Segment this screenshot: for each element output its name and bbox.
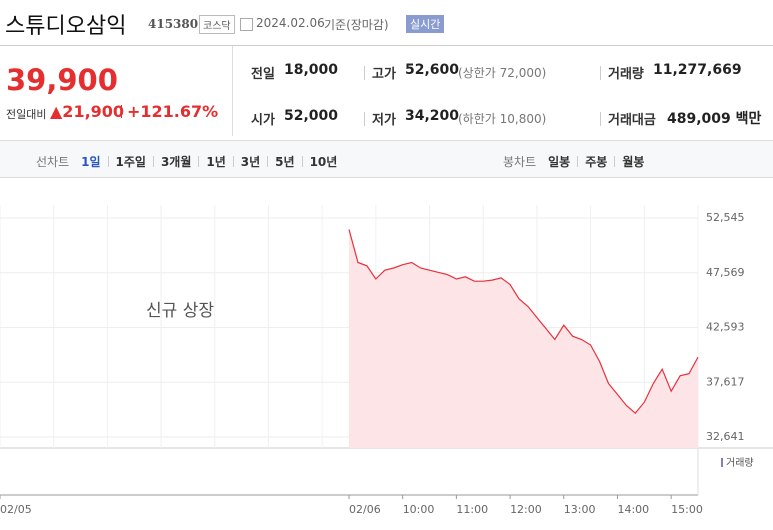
change-rate: +121.67% [127,102,219,121]
separator [232,156,234,167]
date: 2024.02.06 [256,16,325,30]
volume-icon [721,458,723,467]
tab[interactable]: 1일 [81,155,101,169]
separator [198,156,200,167]
separator [267,156,269,167]
tab[interactable]: 주봉 [585,155,608,169]
tab-bar [0,140,773,178]
volume-label: 거래량 [726,457,754,469]
y-tick-label: 47,569 [706,266,745,279]
change: ▲21,900 [50,102,125,121]
separator [301,156,303,167]
tab[interactable]: 3년 [240,155,261,169]
tab-group-label: 선차트 [36,155,70,169]
tab[interactable]: 5년 [275,155,295,169]
y-tick-label: 42,593 [706,321,745,334]
price-area [349,229,698,448]
basis: 기준(장마감) [324,18,389,32]
separator [107,156,109,167]
separator [121,105,122,118]
stat-value: 52,000 [284,108,339,124]
stat-value: 18,000 [284,62,339,78]
stat-label: 저가 [372,113,396,128]
annotation: 신규 상장 [146,301,214,321]
separator [152,156,154,167]
stat-value: 11,277,669 [653,62,742,78]
stat-label: 고가 [372,67,396,82]
separator [614,156,616,167]
market-badge: 코스닥 [199,15,235,34]
tab[interactable]: 1년 [206,155,226,169]
x-tick-label: 14:00 [617,503,649,516]
x-tick-label: 02/06 [349,503,381,516]
tab-group-label: 봉차트 [503,155,537,169]
line-tabs: 선차트 1일 1주일 3개월 1년 3년 5년 10년 [36,151,337,170]
y-tick-label: 32,641 [706,430,745,443]
price-line [348,229,699,415]
realtime-badge[interactable]: 실시간 [406,15,445,33]
x-tick-label: 11:00 [456,503,488,516]
tab[interactable]: 1주일 [115,155,146,169]
stat-value: 52,600 [405,62,460,78]
x-tick-label: 02/05 [0,503,32,516]
current-price: 39,900 [6,63,118,97]
stat-label: 전일 [251,67,275,82]
x-tick-label: 13:00 [564,503,596,516]
stat-value: 34,200 [405,108,460,124]
x-tick-label: 15:00 [671,503,703,516]
stat-note: (하한가 10,800) [458,112,547,126]
stat-label: 거래대금 [608,113,656,128]
separator [600,66,601,80]
change-label: 전일대비 [6,108,47,121]
divider [0,45,773,46]
separator [600,112,601,126]
calendar-icon [240,18,253,31]
stat-note: (상한가 72,000) [458,66,547,80]
tab[interactable]: 일봉 [548,155,571,169]
y-tick-label: 37,617 [706,375,745,388]
x-tick-label: 10:00 [403,503,435,516]
stock-name: 스튜디오삼익 [5,14,127,39]
tab[interactable]: 월봉 [622,155,645,169]
x-tick-label: 12:00 [510,503,542,516]
stat-value: 489,009 백만 [667,111,762,127]
y-tick-label: 52,545 [706,211,745,224]
tab[interactable]: 3개월 [160,155,192,169]
stat-label: 시가 [251,113,275,128]
separator [577,156,579,167]
candle-tabs: 봉차트 일봉 주봉 월봉 [503,151,644,170]
stat-label: 거래량 [608,67,644,82]
separator [364,112,365,126]
separator [364,66,365,80]
stock-code: 415380 [148,17,199,31]
divider [232,46,233,136]
tab[interactable]: 10년 [309,155,338,169]
